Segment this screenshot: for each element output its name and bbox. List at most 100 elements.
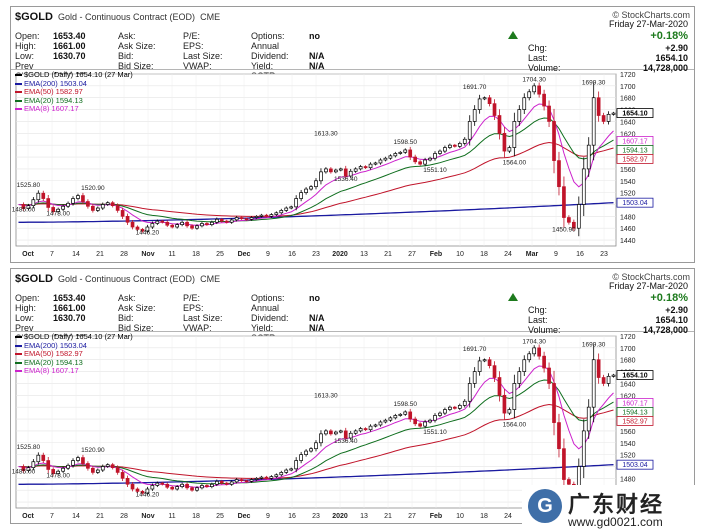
candle bbox=[299, 451, 303, 464]
y-tick-label: 1720 bbox=[620, 72, 636, 79]
candle bbox=[76, 455, 80, 463]
price-annotation: 1520.90 bbox=[81, 185, 105, 192]
candle bbox=[125, 213, 130, 225]
quote-label: Low: bbox=[15, 51, 35, 61]
price-chart: 1440146014801500152015401560158016001620… bbox=[12, 334, 654, 520]
x-tick-label: 18 bbox=[480, 251, 488, 258]
quote-row: Ask Size: bbox=[118, 303, 160, 313]
candle bbox=[606, 373, 611, 387]
quote-label: Options: bbox=[251, 293, 285, 303]
quote-row: EPS: bbox=[183, 303, 225, 313]
svg-text:1654.10: 1654.10 bbox=[622, 111, 647, 118]
candle bbox=[229, 218, 234, 224]
quote-label: Bid: bbox=[118, 313, 134, 323]
candle bbox=[140, 227, 145, 233]
candle bbox=[165, 220, 170, 228]
candle bbox=[443, 145, 447, 154]
x-tick-label: 28 bbox=[120, 251, 128, 258]
quote-row: Annual Dividend: N/A bbox=[251, 41, 325, 61]
exchange: CME bbox=[200, 274, 221, 284]
candle bbox=[249, 216, 254, 221]
candle bbox=[532, 83, 537, 95]
price-annotation: 1564.00 bbox=[503, 422, 527, 429]
legend-text: EMA(8) 1607.17 bbox=[24, 366, 79, 375]
x-tick-label: 7 bbox=[50, 513, 54, 520]
candle bbox=[145, 486, 150, 496]
candle bbox=[259, 475, 264, 480]
x-tick-label: 24 bbox=[504, 251, 512, 258]
candle bbox=[224, 219, 229, 224]
candle bbox=[467, 377, 472, 408]
symbol: $GOLD bbox=[15, 11, 53, 23]
candle bbox=[552, 108, 556, 174]
quote-row: Bid: bbox=[118, 313, 160, 323]
y-tick-label: 1540 bbox=[620, 179, 636, 186]
price-annotation: 1520.90 bbox=[81, 447, 105, 454]
candle bbox=[160, 219, 165, 224]
legend-entry: $GOLD (Daily) 1654.10 (27 Mar) bbox=[15, 70, 133, 80]
quote-row: Bid Size: bbox=[118, 323, 160, 333]
quote-row: Low: 1630.70 bbox=[15, 51, 86, 61]
candle bbox=[21, 202, 26, 211]
candle bbox=[100, 464, 105, 472]
y-tick-label: 1640 bbox=[620, 381, 636, 388]
candle bbox=[527, 351, 532, 363]
quote-day: Friday bbox=[608, 281, 634, 291]
y-tick-label: 1520 bbox=[620, 453, 636, 460]
candle bbox=[329, 167, 333, 174]
candle bbox=[596, 353, 601, 384]
price-annotation: 1536.40 bbox=[334, 176, 358, 183]
candle bbox=[244, 479, 249, 483]
candle bbox=[428, 156, 432, 162]
candle bbox=[71, 196, 75, 206]
price-annotation: 1446.20 bbox=[136, 229, 160, 236]
candle bbox=[125, 475, 130, 487]
candle bbox=[547, 362, 551, 389]
legend-text: EMA(50) 1582.97 bbox=[24, 87, 83, 96]
quote-value: N/A bbox=[309, 313, 325, 323]
price-chart: 1440146014801500152015401560158016001620… bbox=[12, 72, 654, 258]
price-flag: 1582.97 bbox=[616, 416, 654, 426]
quote-value: 1654.10 bbox=[655, 315, 688, 325]
candle bbox=[279, 208, 284, 215]
candle bbox=[393, 413, 398, 420]
candle bbox=[353, 429, 358, 435]
candle bbox=[527, 89, 532, 101]
candle bbox=[244, 217, 249, 221]
candle bbox=[413, 416, 418, 427]
candle bbox=[423, 419, 427, 429]
candle bbox=[492, 361, 497, 382]
candle bbox=[457, 141, 462, 149]
candle bbox=[512, 112, 517, 157]
candle bbox=[324, 429, 328, 436]
candle bbox=[66, 201, 70, 209]
watermark-name: 广东财经 bbox=[568, 492, 665, 517]
candle bbox=[36, 190, 41, 203]
candle bbox=[279, 470, 284, 477]
candle bbox=[507, 145, 512, 154]
candle bbox=[487, 357, 492, 369]
candle bbox=[403, 410, 408, 416]
price-annotation: 1446.20 bbox=[136, 491, 160, 498]
candle bbox=[522, 355, 527, 377]
y-tick-label: 1720 bbox=[620, 334, 636, 341]
svg-text:1582.97: 1582.97 bbox=[622, 418, 647, 425]
candle bbox=[338, 429, 343, 434]
gold-chart-panel-bottom: $GOLD Gold - Continuous Contract (EOD) C… bbox=[10, 268, 695, 524]
x-tick-label: Feb bbox=[430, 251, 442, 258]
svg-text:1594.13: 1594.13 bbox=[622, 147, 647, 154]
candle bbox=[388, 416, 393, 422]
candle bbox=[343, 165, 348, 180]
price-annotation: 1564.00 bbox=[503, 160, 527, 167]
quote-row: Low: 1630.70 bbox=[15, 313, 86, 323]
candle bbox=[105, 201, 110, 206]
candle bbox=[180, 220, 184, 227]
y-tick-label: 1460 bbox=[620, 226, 636, 233]
candle bbox=[393, 151, 398, 158]
candle bbox=[170, 485, 175, 491]
candle bbox=[567, 215, 571, 225]
candle bbox=[472, 367, 477, 388]
quote-label: Ask: bbox=[118, 293, 136, 303]
x-tick-label: 9 bbox=[554, 251, 558, 258]
svg-text:1607.17: 1607.17 bbox=[622, 400, 647, 407]
